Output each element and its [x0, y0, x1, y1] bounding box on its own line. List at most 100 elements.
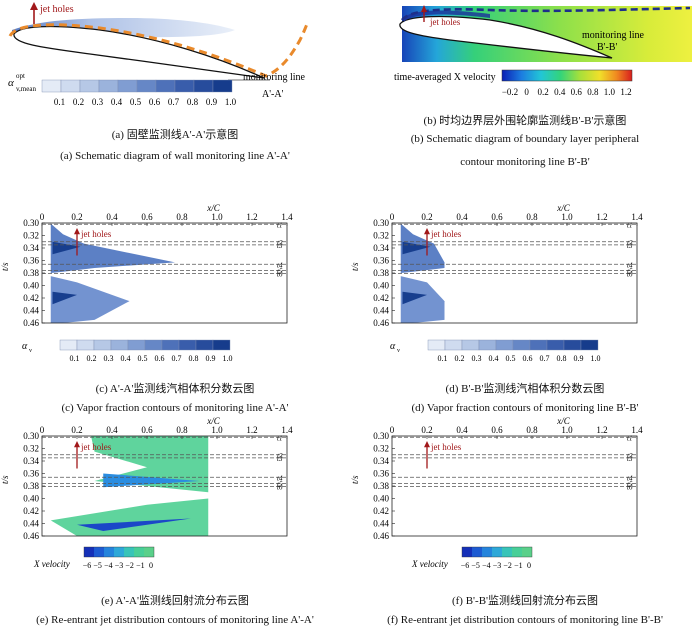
- y-tick-label: 0.38: [23, 481, 39, 491]
- cbar-tick: −6: [461, 561, 470, 570]
- cbar-tick: 0.8: [557, 354, 567, 363]
- y-tick-label: 0.42: [23, 293, 39, 303]
- x-axis-title: x/C: [556, 416, 570, 426]
- x-axis-title: x/C: [206, 203, 220, 213]
- y-tick-label: 0.40: [23, 494, 39, 504]
- y-tick-label: 0.46: [373, 531, 389, 541]
- caption-d-cn: (d) B'-B'监测线汽相体积分数云图: [445, 383, 605, 395]
- cbar-swatch: [110, 339, 129, 351]
- t-label: t3: [277, 455, 283, 463]
- vapor-region: [50, 276, 130, 323]
- caption-f-en: (f) Re-entrant jet distribution contours…: [387, 614, 663, 626]
- cbar-swatch: [94, 547, 104, 557]
- monitoring-line-label: monitoring line: [582, 30, 645, 41]
- cbar-swatch: [104, 547, 114, 557]
- cbar-sub: v: [29, 348, 32, 354]
- cbar-swatch: [461, 339, 480, 351]
- cbar-swatch: [178, 339, 197, 351]
- cbar-sub: v: [397, 348, 400, 354]
- reentrant-core: [77, 518, 191, 531]
- x-tick-label: 1.2: [246, 212, 257, 222]
- cbar-swatch: [427, 339, 446, 351]
- y-axis-title: t/s: [0, 475, 10, 484]
- cbar-swatch: [580, 339, 599, 351]
- t-label: t5: [627, 481, 633, 489]
- cbar-label: X velocity: [33, 559, 70, 569]
- cbar-swatch: [124, 547, 134, 557]
- y-tick-label: 0.40: [373, 281, 389, 291]
- colorbar: 0.1 0.2 0.3 0.4 0.5 0.6 0.7 0.8 0.9 1.0 α v: [390, 339, 601, 363]
- cbar-tick: −4: [104, 561, 113, 570]
- caption-e-cn: (e) A'-A'监测线回射流分布云图: [101, 595, 249, 607]
- cbar-tick: −2: [125, 561, 134, 570]
- cbar-swatch: [492, 547, 502, 557]
- cbar-label: α: [390, 341, 396, 352]
- cbar-tick: 0.2: [538, 87, 549, 97]
- cbar-swatch: [161, 339, 180, 351]
- contour-plot-d: 0 0.2 0.4 0.6 0.8 1.0 1.2 1.4 x/C 0.30 0.32 0.34 0.3…: [350, 203, 643, 328]
- cbar-swatch: [59, 339, 78, 351]
- cbar-tick: 0.8: [587, 87, 599, 97]
- y-tick-label: 0.30: [23, 431, 39, 441]
- cbar-swatch: [482, 547, 492, 557]
- x-tick-label: 0.2: [421, 212, 432, 222]
- x-tick-label: 1.0: [211, 425, 223, 435]
- cbar-tick: 0.3: [472, 354, 482, 363]
- cbar-tick: 0.9: [206, 97, 218, 107]
- cbar-swatch: [512, 547, 522, 557]
- panel-a: jet holes monitoring line A'-A' 0.1 0.2 0.…: [0, 0, 350, 120]
- y-tick-label: 0.42: [373, 293, 389, 303]
- jet-holes-label: jet holes: [80, 442, 112, 452]
- cbar-frame: [83, 546, 155, 558]
- cbar-tick: 1.0: [604, 87, 616, 97]
- x-tick-label: 1.0: [561, 425, 573, 435]
- y-tick-label: 0.40: [23, 281, 39, 291]
- t-label: t1: [277, 221, 282, 229]
- cbar-swatch: [512, 339, 531, 351]
- panel-b: jet holes monitoring line B'-B' time-ave…: [350, 0, 700, 120]
- colorbar: −6 −5 −4 −3 −2 −1 0 X velocity: [33, 546, 155, 570]
- caption-f-cn: (f) B'-B'监测线回射流分布云图: [451, 595, 599, 607]
- cbar-swatch: [212, 339, 231, 351]
- y-tick-label: 0.44: [23, 306, 39, 316]
- x-axis-title: x/C: [556, 203, 570, 213]
- cbar-tick: −4: [482, 561, 491, 570]
- cbar-swatch: [563, 339, 582, 351]
- t-label: t3: [277, 242, 283, 250]
- caption-c-cn: (c) A'-A'监测线汽相体积分数云图: [95, 383, 255, 395]
- y-tick-label: 0.42: [373, 506, 389, 516]
- x-tick-label: 0.6: [141, 425, 153, 435]
- cbar-tick: 0.1: [70, 354, 80, 363]
- t-label: t4: [627, 261, 633, 269]
- monitoring-line-label: monitoring line: [243, 72, 306, 83]
- caption-b-en-1: (b) Schematic diagram of boundary layer …: [410, 133, 640, 145]
- x-tick-label: 0.8: [176, 425, 188, 435]
- vapor-core: [52, 241, 81, 255]
- cbar-tick: 0.8: [187, 97, 199, 107]
- cbar-tick: 0.7: [172, 354, 182, 363]
- cbar-tick: 1.0: [225, 97, 237, 107]
- cbar-tick: 0.9: [574, 354, 584, 363]
- x-tick-label: 0.4: [106, 425, 118, 435]
- cbar-swatch: [502, 547, 512, 557]
- x-tick-label: 1.2: [596, 425, 607, 435]
- cbar-tick: 0.1: [54, 97, 65, 107]
- t-label: t6: [627, 484, 633, 492]
- x-tick-label: 0: [390, 425, 395, 435]
- colorbar: −6 −5 −4 −3 −2 −1 0 X velocity: [411, 546, 533, 570]
- x-tick-label: 0.6: [141, 212, 153, 222]
- jet-holes-label: jet holes: [39, 4, 74, 15]
- caption-d-en: (d) Vapor fraction contours of monitorin…: [411, 402, 639, 414]
- cbar-swatch: [134, 547, 144, 557]
- vapor-core: [52, 291, 77, 305]
- t-label: t6: [627, 271, 633, 279]
- y-axis-title: t/s: [350, 475, 360, 484]
- colorbar-b: [501, 69, 633, 82]
- y-tick-label: 0.42: [23, 506, 39, 516]
- x-tick-label: 0.2: [71, 425, 82, 435]
- cbar-tick: 0.2: [73, 97, 84, 107]
- t-label: t2: [277, 239, 283, 247]
- cbar-label: X velocity: [411, 559, 448, 569]
- cbar-swatch: [93, 339, 112, 351]
